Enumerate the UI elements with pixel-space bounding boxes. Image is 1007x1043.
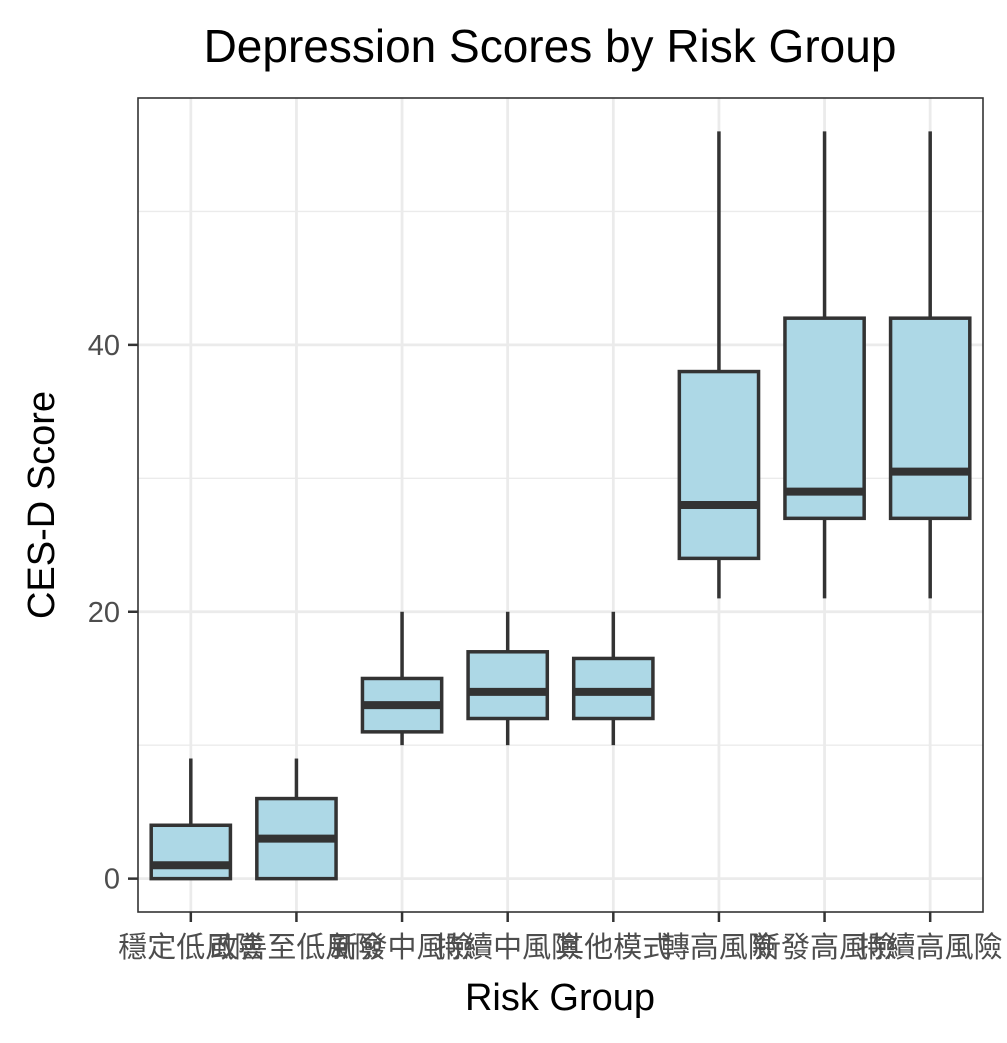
box-iqr: [466, 650, 550, 721]
box-8: [888, 131, 972, 599]
y-tick-label: 20: [88, 597, 120, 629]
y-axis: 0 20 40: [88, 330, 138, 896]
x-tick-label: 改善至低風險: [209, 931, 383, 964]
x-tick-label: 新發中風險: [330, 931, 475, 964]
chart-title: Depression Scores by Risk Group: [204, 20, 897, 72]
x-tick-label: 其他模式: [555, 931, 671, 964]
x-tick-label: 轉高風險: [661, 931, 777, 964]
boxes: [149, 131, 972, 881]
box-2: [255, 758, 338, 881]
box-3: [360, 611, 444, 746]
y-tick-label: 40: [88, 330, 120, 362]
x-axis-title: Risk Group: [465, 977, 655, 1019]
box-4: [466, 611, 550, 746]
x-tick-label: 穩定低風險: [118, 931, 263, 964]
panel-border: [137, 97, 984, 913]
y-tick-label: 0: [104, 864, 120, 896]
box-1: [149, 758, 233, 881]
x-tick-label: 持續高風險: [858, 931, 1003, 964]
x-tick-label: 新發高風險: [752, 931, 897, 964]
box-6: [677, 131, 761, 599]
box-iqr: [149, 823, 233, 881]
box-7: [783, 131, 866, 599]
x-tick-label: 持續中風險: [435, 931, 580, 964]
box-iqr: [677, 369, 761, 561]
box-iqr: [783, 316, 866, 521]
box-iqr: [888, 316, 972, 521]
plot-panel: [137, 97, 984, 913]
y-axis-title: CES-D Score: [21, 391, 63, 619]
box-5: [571, 611, 655, 746]
